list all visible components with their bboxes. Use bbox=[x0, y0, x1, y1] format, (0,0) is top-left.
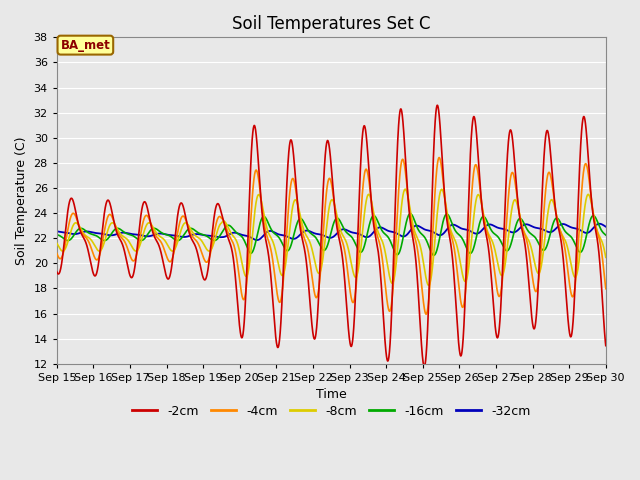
-8cm bbox=[152, 228, 159, 234]
Line: -4cm: -4cm bbox=[57, 157, 605, 314]
-8cm bbox=[311, 258, 319, 264]
-8cm bbox=[602, 252, 609, 257]
-8cm bbox=[602, 254, 609, 260]
-4cm bbox=[311, 291, 319, 297]
-16cm bbox=[486, 224, 493, 230]
Text: BA_met: BA_met bbox=[61, 38, 110, 52]
-16cm bbox=[53, 232, 61, 238]
-2cm bbox=[152, 236, 159, 242]
Y-axis label: Soil Temperature (C): Soil Temperature (C) bbox=[15, 136, 28, 265]
-8cm bbox=[424, 282, 432, 288]
-16cm bbox=[602, 232, 609, 238]
-2cm bbox=[602, 338, 609, 344]
-2cm bbox=[602, 343, 609, 348]
-2cm bbox=[420, 364, 428, 370]
-4cm bbox=[152, 232, 159, 238]
Line: -16cm: -16cm bbox=[57, 214, 605, 255]
-2cm bbox=[311, 336, 319, 342]
-32cm bbox=[602, 224, 609, 229]
-32cm bbox=[602, 224, 609, 229]
-4cm bbox=[422, 312, 430, 317]
-4cm bbox=[486, 237, 493, 243]
-16cm bbox=[602, 232, 609, 238]
-4cm bbox=[435, 155, 443, 160]
-8cm bbox=[454, 250, 462, 255]
Legend: -2cm, -4cm, -8cm, -16cm, -32cm: -2cm, -4cm, -8cm, -16cm, -32cm bbox=[127, 400, 536, 423]
-4cm bbox=[602, 281, 609, 287]
-32cm bbox=[253, 237, 260, 243]
Title: Soil Temperatures Set C: Soil Temperatures Set C bbox=[232, 15, 431, 33]
-4cm bbox=[602, 286, 609, 292]
-8cm bbox=[401, 186, 409, 192]
-16cm bbox=[152, 226, 159, 231]
-32cm bbox=[454, 224, 462, 230]
-16cm bbox=[406, 211, 414, 216]
-4cm bbox=[454, 280, 462, 286]
-2cm bbox=[53, 269, 61, 275]
-4cm bbox=[424, 304, 432, 310]
-4cm bbox=[53, 251, 61, 256]
-32cm bbox=[596, 221, 604, 227]
Line: -8cm: -8cm bbox=[57, 189, 605, 285]
-2cm bbox=[454, 338, 462, 344]
Line: -32cm: -32cm bbox=[57, 224, 605, 240]
-8cm bbox=[53, 240, 61, 246]
X-axis label: Time: Time bbox=[316, 388, 347, 401]
-8cm bbox=[486, 233, 493, 239]
-32cm bbox=[424, 228, 432, 233]
-16cm bbox=[454, 231, 462, 237]
-16cm bbox=[424, 241, 432, 247]
-32cm bbox=[486, 222, 493, 228]
-32cm bbox=[311, 230, 319, 236]
-2cm bbox=[424, 318, 432, 324]
-2cm bbox=[486, 255, 493, 261]
-8cm bbox=[425, 282, 433, 288]
-16cm bbox=[311, 233, 319, 239]
-32cm bbox=[53, 228, 61, 234]
Line: -2cm: -2cm bbox=[57, 105, 605, 367]
-2cm bbox=[433, 102, 441, 108]
-16cm bbox=[430, 252, 438, 258]
-32cm bbox=[152, 231, 159, 237]
